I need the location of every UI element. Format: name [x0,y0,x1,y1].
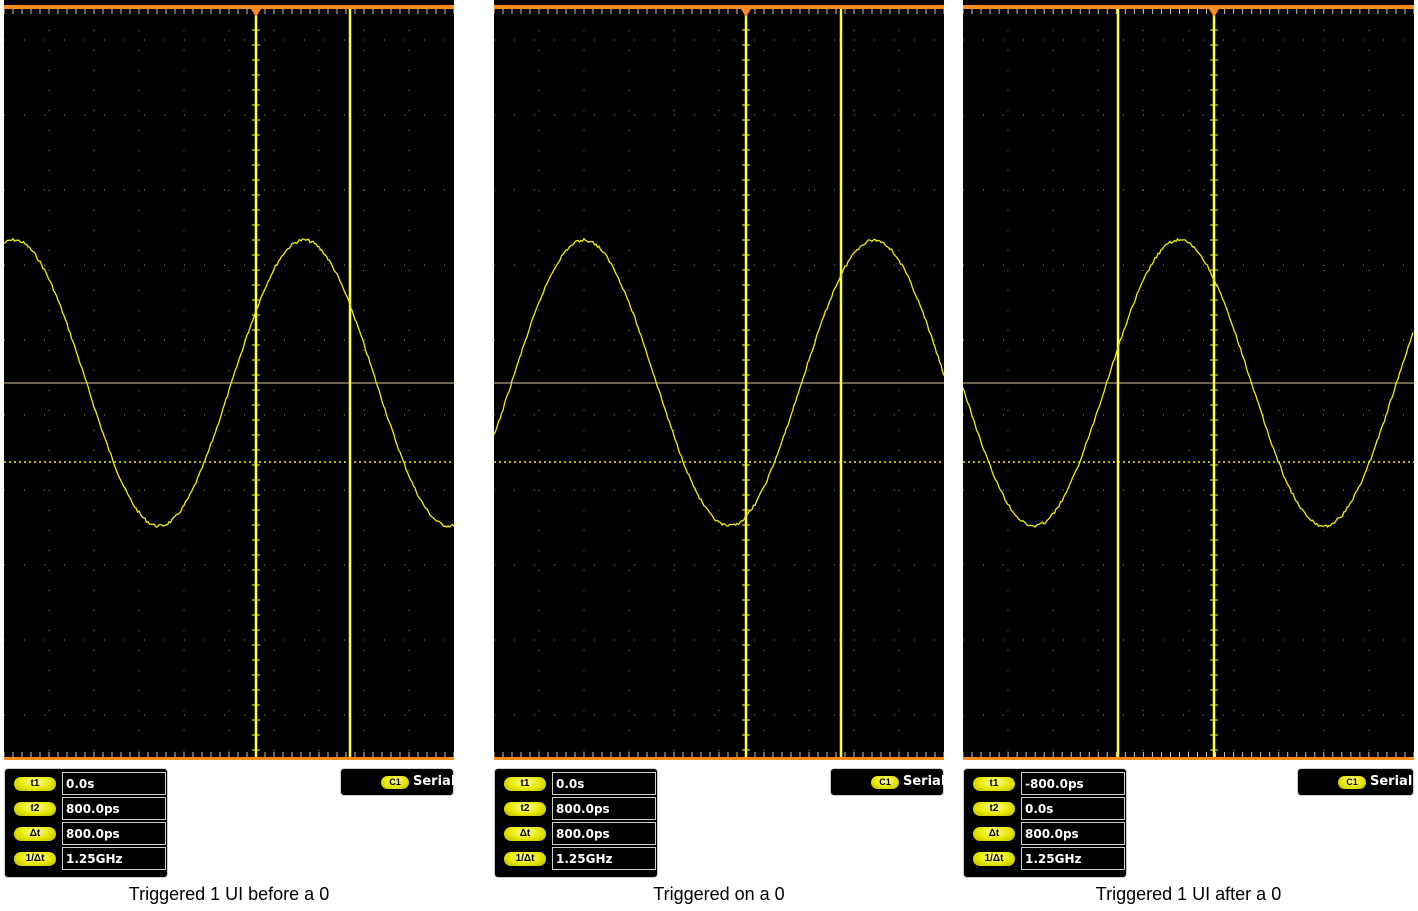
readout-row-delta: Δt 800.0ps [967,822,1125,846]
t2-value: 0.0s [1021,797,1125,820]
t1-value: 0.0s [552,772,656,795]
panel-caption: Triggered 1 UI after a 0 [1095,884,1282,904]
delta-value: 800.0ps [1021,822,1125,845]
channel-c1-pill: C1 [871,776,899,789]
t1-value: 0.0s [62,772,166,795]
readout-row-frequency: 1/Δt 1.25GHz [967,847,1125,871]
channel-badge[interactable]: C1 Serial [830,768,946,796]
bottom-frame-bar [494,757,944,760]
cursor-readout: t1 0.0s t2 800.0ps Δt 800.0ps 1/Δt 1.25G… [4,768,168,878]
waveform-display [963,0,1414,760]
frequency-badge[interactable]: 1/Δt [973,852,1015,866]
bottom-frame-bar [963,757,1414,760]
signal-waveform [963,237,1414,528]
waveform-display [4,0,454,760]
signal-waveform [494,237,944,527]
signal-waveform [4,237,454,528]
delta-badge[interactable]: Δt [14,827,56,841]
channel-label: Serial [413,774,456,789]
readout-row-delta: Δt 800.0ps [498,822,656,846]
t2-value: 800.0ps [552,797,656,820]
waveform-plot [494,5,944,760]
cursor-readout: t1 -800.0ps t2 0.0s Δt 800.0ps 1/Δt 1.25… [963,768,1127,878]
channel-c1-pill: C1 [381,776,409,789]
t2-value: 800.0ps [62,797,166,820]
t2-badge[interactable]: t2 [973,802,1015,816]
trigger-marker-icon [1209,9,1219,17]
frequency-badge[interactable]: 1/Δt [14,852,56,866]
waveform-plot [963,5,1414,760]
frequency-badge[interactable]: 1/Δt [504,852,546,866]
channel-badge[interactable]: C1 Serial [1297,768,1414,796]
readout-row-delta: Δt 800.0ps [8,822,166,846]
delta-value: 800.0ps [552,822,656,845]
readout-row-t2: t2 800.0ps [498,797,656,821]
top-frame-bar [494,5,944,9]
delta-badge[interactable]: Δt [504,827,546,841]
frequency-value: 1.25GHz [552,847,656,870]
top-frame-bar [4,5,454,9]
t2-badge[interactable]: t2 [504,802,546,816]
panel-caption: Triggered 1 UI before a 0 [128,884,330,904]
bottom-frame-bar [4,757,454,760]
t1-badge[interactable]: t1 [504,777,546,791]
t1-badge[interactable]: t1 [973,777,1015,791]
readout-row-t2: t2 0.0s [967,797,1125,821]
trigger-marker-icon [251,9,261,17]
t1-value: -800.0ps [1021,772,1125,795]
channel-label: Serial [903,774,946,789]
readout-row-frequency: 1/Δt 1.25GHz [8,847,166,871]
t1-badge[interactable]: t1 [14,777,56,791]
readout-row-t1: t1 0.0s [8,772,166,796]
panel-caption: Triggered on a 0 [653,884,785,904]
channel-badge[interactable]: C1 Serial [340,768,456,796]
readout-row-frequency: 1/Δt 1.25GHz [498,847,656,871]
channel-c1-pill: C1 [1338,776,1366,789]
readout-row-t2: t2 800.0ps [8,797,166,821]
t2-badge[interactable]: t2 [14,802,56,816]
frequency-value: 1.25GHz [1021,847,1125,870]
readout-row-t1: t1 -800.0ps [967,772,1125,796]
top-frame-bar [963,5,1414,9]
cursor-readout: t1 0.0s t2 800.0ps Δt 800.0ps 1/Δt 1.25G… [494,768,658,878]
waveform-display [494,0,944,760]
delta-badge[interactable]: Δt [973,827,1015,841]
delta-value: 800.0ps [62,822,166,845]
scope-panel-after: t1 -800.0ps t2 0.0s Δt 800.0ps 1/Δt 1.25… [963,0,1414,911]
waveform-plot [4,5,454,760]
trigger-marker-icon [741,9,751,17]
frequency-value: 1.25GHz [62,847,166,870]
scope-panel-before: t1 0.0s t2 800.0ps Δt 800.0ps 1/Δt 1.25G… [4,0,456,911]
readout-row-t1: t1 0.0s [498,772,656,796]
channel-label: Serial [1370,774,1413,789]
scope-panel-on: t1 0.0s t2 800.0ps Δt 800.0ps 1/Δt 1.25G… [494,0,946,911]
